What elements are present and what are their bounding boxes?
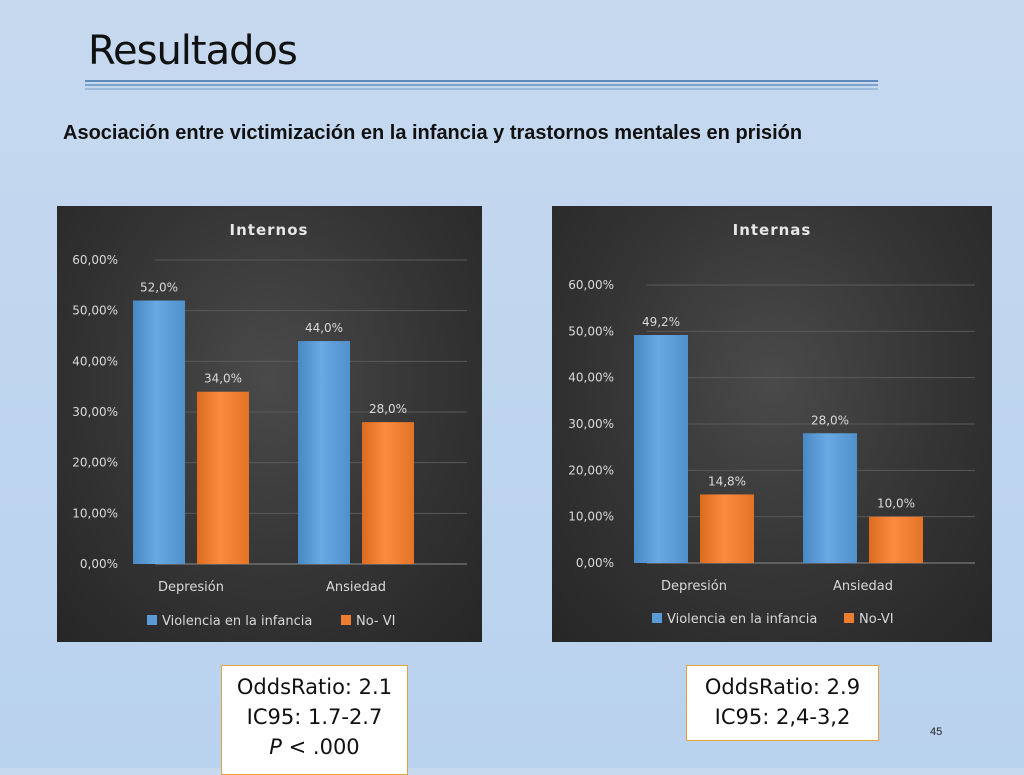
chart-internos-svg: Internos 0,00% 10,00% 20,00% 30,00% 40,00% 50,… bbox=[72, 221, 467, 629]
data-label: 14,8% bbox=[708, 474, 746, 488]
legend-swatch bbox=[652, 613, 662, 623]
data-label: 52,0% bbox=[140, 281, 178, 295]
bar-no-vi bbox=[869, 516, 923, 563]
y-tick-label: 30,00% bbox=[72, 405, 118, 419]
bar-violencia bbox=[803, 433, 857, 563]
y-tick-label: 50,00% bbox=[72, 304, 118, 318]
chart-internas: Internas 0,00% 10,00% 20,00% 30,00% 40,00% 50,… bbox=[552, 206, 992, 642]
x-tick-label: Depresión bbox=[158, 580, 224, 595]
bar-violencia bbox=[298, 341, 350, 564]
page-number: 45 bbox=[930, 726, 943, 738]
chart-title: Internas bbox=[733, 221, 812, 239]
p-value: < .000 bbox=[281, 735, 360, 759]
data-label: 10,0% bbox=[877, 497, 915, 511]
legend-swatch bbox=[147, 615, 157, 625]
title-underline bbox=[85, 80, 878, 94]
y-tick-label: 10,00% bbox=[72, 506, 118, 520]
chart-internas-svg: Internas 0,00% 10,00% 20,00% 30,00% 40,00% 50,… bbox=[568, 221, 975, 627]
y-tick-label: 30,00% bbox=[568, 417, 614, 431]
legend-label: Violencia en la infancia bbox=[162, 614, 312, 629]
x-tick-label: Ansiedad bbox=[833, 579, 893, 594]
odds-ratio-text: OddsRatio: 2.1 bbox=[236, 675, 393, 699]
stats-box-internas: OddsRatio: 2.9 IC95: 2,4-3,2 bbox=[686, 665, 879, 741]
legend-label: Violencia en la infancia bbox=[667, 612, 817, 627]
y-tick-label: 20,00% bbox=[72, 456, 118, 470]
odds-ratio-text: OddsRatio: 2.9 bbox=[704, 675, 861, 699]
bar-violencia bbox=[634, 335, 688, 563]
y-tick-label: 60,00% bbox=[568, 278, 614, 292]
bar-no-vi bbox=[700, 494, 754, 563]
slide-subtitle: Asociación entre victimización en la inf… bbox=[63, 122, 803, 144]
confidence-interval-text: IC95: 2,4-3,2 bbox=[714, 705, 851, 729]
legend-label: No-VI bbox=[859, 612, 894, 627]
slide-title: Resultados bbox=[88, 28, 298, 74]
p-value-text: P < .000 bbox=[222, 732, 407, 762]
p-symbol: P bbox=[269, 735, 282, 759]
x-tick-label: Depresión bbox=[661, 579, 727, 594]
y-tick-label: 40,00% bbox=[568, 371, 614, 385]
y-tick-label: 40,00% bbox=[72, 354, 118, 368]
legend-label: No- VI bbox=[356, 614, 395, 629]
data-label: 49,2% bbox=[642, 315, 680, 329]
x-tick-label: Ansiedad bbox=[326, 580, 386, 595]
y-tick-label: 0,00% bbox=[576, 556, 614, 570]
stats-box-internos: OddsRatio: 2.1 IC95: 1.7-2.7 P < .000 bbox=[221, 665, 408, 775]
confidence-interval-text: IC95: 1.7-2.7 bbox=[246, 705, 383, 729]
data-label: 44,0% bbox=[305, 321, 343, 335]
chart-internos: Internos 0,00% 10,00% 20,00% 30,00% 40,00% 50,… bbox=[57, 206, 482, 642]
legend-swatch bbox=[844, 613, 854, 623]
bar-no-vi bbox=[197, 391, 249, 564]
chart-title: Internos bbox=[230, 221, 309, 239]
data-label: 28,0% bbox=[811, 413, 849, 427]
data-label: 34,0% bbox=[204, 372, 242, 386]
y-tick-label: 50,00% bbox=[568, 324, 614, 338]
y-tick-label: 0,00% bbox=[80, 557, 118, 571]
y-tick-label: 20,00% bbox=[568, 463, 614, 477]
y-tick-label: 60,00% bbox=[72, 253, 118, 267]
bar-violencia bbox=[133, 300, 185, 564]
data-label: 28,0% bbox=[369, 402, 407, 416]
bar-no-vi bbox=[362, 422, 414, 564]
y-tick-label: 10,00% bbox=[568, 510, 614, 524]
legend-swatch bbox=[341, 615, 351, 625]
